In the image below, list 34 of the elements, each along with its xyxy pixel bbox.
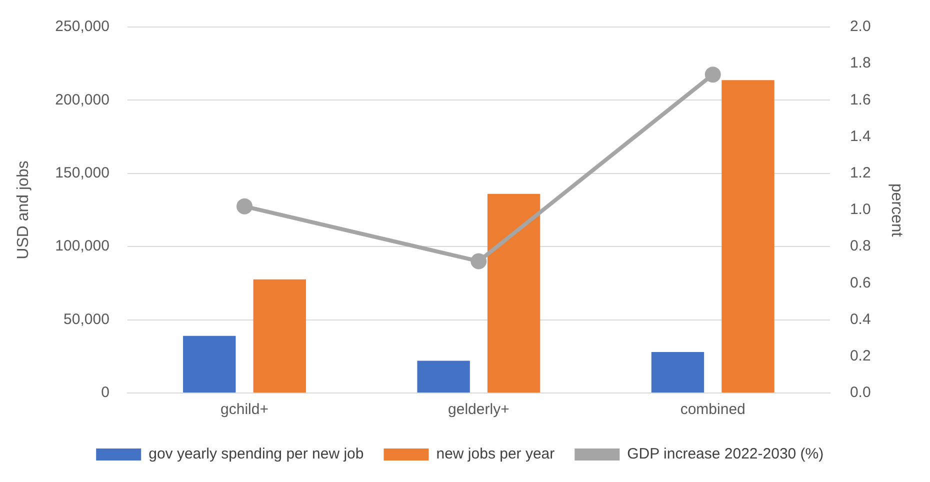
- bar: [722, 80, 774, 392]
- y2-tick-label: 1.6: [850, 91, 871, 108]
- y2-tick-label: 2.0: [850, 18, 871, 36]
- y2-tick-label: 0.2: [850, 348, 871, 365]
- y2-tick-label: 1.2: [850, 164, 871, 182]
- bar: [183, 336, 236, 392]
- y-tick-label: 50,000: [64, 310, 110, 328]
- y2-tick-label: 1.4: [850, 128, 871, 145]
- y2-tick-label: 0.6: [850, 274, 871, 292]
- y-tick-label: 150,000: [55, 164, 110, 182]
- y2-tick-label: 0.4: [850, 310, 871, 328]
- bar: [651, 352, 704, 392]
- x-tick-label: combined: [680, 401, 746, 418]
- y2-tick-label: 0.0: [850, 384, 871, 402]
- bar: [417, 360, 470, 392]
- x-tick-label: gchild+: [220, 401, 269, 418]
- bar: [487, 194, 540, 392]
- x-tick-label: gelderly+: [448, 401, 510, 418]
- bar: [253, 279, 306, 392]
- y-tick-label: 100,000: [55, 238, 110, 255]
- legend-label: new jobs per year: [436, 446, 555, 463]
- y2-axis-title: percent: [888, 183, 905, 238]
- y-tick-label: 200,000: [55, 91, 110, 108]
- legend-label: gov yearly spending per new job: [148, 446, 364, 463]
- y-axis-title: USD and jobs: [15, 160, 32, 260]
- y-tick-label: 250,000: [55, 18, 110, 36]
- y2-tick-label: 0.8: [850, 238, 871, 255]
- y2-tick-label: 1.8: [850, 54, 871, 72]
- y-tick-label: 0: [101, 384, 110, 402]
- point: [470, 253, 487, 270]
- point: [704, 66, 721, 83]
- legend-label: GDP increase 2022-2030 (%): [627, 446, 824, 463]
- point: [236, 198, 253, 214]
- y2-tick-label: 1.0: [850, 201, 871, 218]
